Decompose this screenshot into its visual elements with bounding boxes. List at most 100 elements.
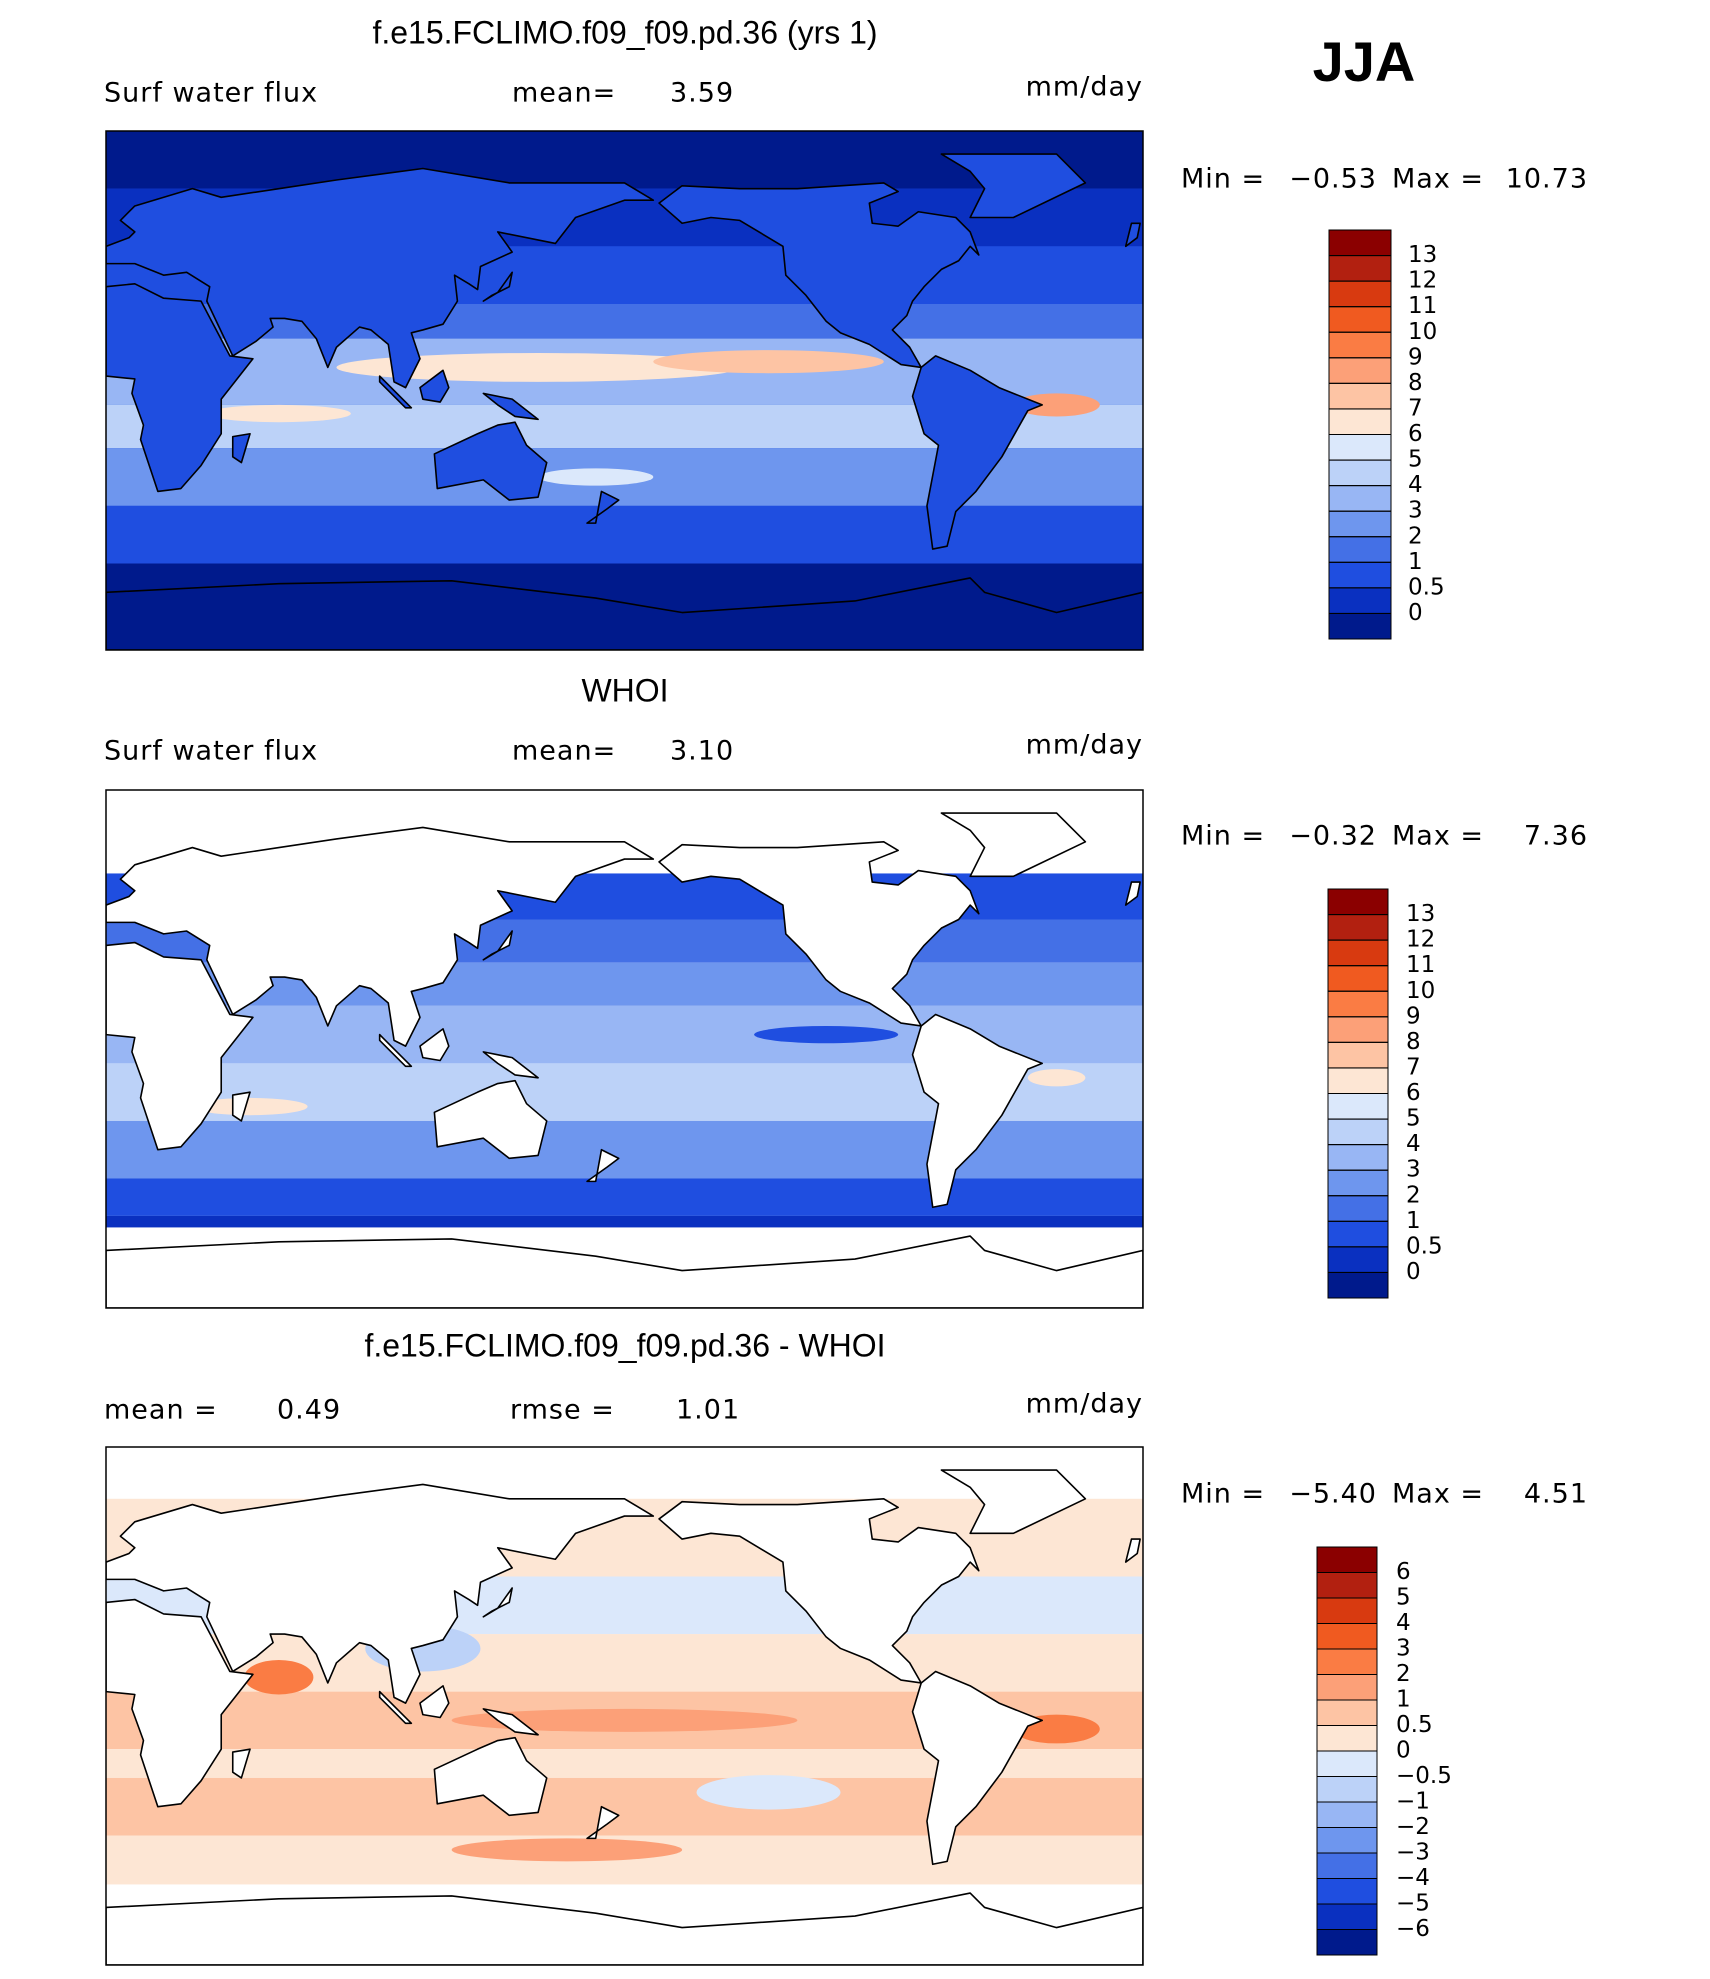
colorbar-box [1327,1144,1389,1171]
land [106,1483,655,1704]
colorbar-box [1316,1546,1378,1573]
min-label: Min = [1181,164,1265,195]
colorbar-box [1328,280,1392,308]
colorbar-box [1327,1246,1389,1273]
land [1124,1538,1141,1563]
colorbar-label: −6 [1396,1916,1430,1942]
colorbar-box [1327,965,1389,992]
colorbar-box [1328,331,1392,359]
land [378,1033,413,1068]
colorbar-label: 0.5 [1406,1233,1443,1259]
colorbar-label: 12 [1406,927,1435,953]
land [106,1235,1143,1308]
colorbar-label: 7 [1408,395,1423,421]
stat-label: Surf water flux [104,736,318,767]
colorbar-box [1328,382,1392,410]
land [106,283,254,493]
colorbar-label: −2 [1396,1814,1430,1840]
land [482,1051,539,1079]
colorbar-box [1328,459,1392,487]
colorbar-label: 2 [1406,1182,1421,1208]
colorbar-box [1327,914,1389,941]
land [586,1805,620,1840]
colorbar-box [1328,408,1392,435]
map-frame [105,1446,1144,1966]
min-label: Min = [1181,1479,1265,1510]
colorbar-label: 2 [1396,1661,1411,1687]
colorbar-box [1328,255,1392,282]
colorbar-box [1327,1016,1389,1043]
colorbar-box [1327,888,1389,916]
land [1124,881,1141,906]
land [658,182,980,369]
colorbar-box [1328,357,1392,384]
land [940,1469,1087,1535]
colorbar-label: 2 [1408,523,1423,549]
land [940,812,1087,878]
colorbar-label: 5 [1396,1585,1411,1611]
colorbar-label: 0 [1406,1259,1421,1285]
colorbar-label: 4 [1408,472,1423,498]
colorbar-label: −4 [1396,1865,1430,1891]
colorbar-box [1328,306,1392,333]
map [106,131,1143,650]
colorbar-box [1327,1041,1389,1069]
land [106,1598,254,1808]
land [231,1748,251,1779]
min-value: −0.32 [1289,821,1377,852]
colorbar-box [1328,561,1392,589]
units: mm/day [1026,730,1143,761]
colorbar-box [1327,939,1389,967]
land [911,1670,1043,1866]
field-blob [451,1708,798,1732]
colorbar-label: 4 [1396,1610,1411,1636]
units: mm/day [1026,1389,1143,1420]
field-blob [696,1775,841,1810]
colorbar-box [1316,1648,1378,1675]
panel-title: f.e15.FCLIMO.f09_f09.pd.36 (yrs 1) [372,14,877,50]
colorbar-label: −0.5 [1396,1763,1452,1789]
stat-value: 3.59 [670,78,734,109]
stat-value: 1.01 [676,1395,740,1426]
colorbar-box [1328,510,1392,538]
colorbar-label: 1 [1408,549,1423,575]
stat-label: mean= [512,736,616,767]
land [1124,222,1141,248]
land [911,355,1043,550]
colorbar-box [1327,1220,1389,1248]
colorbar-label: 6 [1408,421,1423,447]
colorbar-box [1328,587,1392,614]
land [433,1079,548,1160]
land [433,1736,548,1817]
land [482,271,513,302]
field-band [106,1178,1143,1216]
colorbar-label: 0.5 [1408,574,1445,600]
stat-value: 3.10 [670,736,734,767]
colorbar-box [1328,485,1392,512]
colorbar-label: 0.5 [1396,1712,1433,1738]
colorbar-box [1327,1093,1389,1120]
colorbar-label: 0 [1408,600,1423,626]
field-blob [754,1025,899,1044]
stat-label: rmse = [510,1395,615,1426]
map [106,1447,1143,1965]
land [378,1690,413,1725]
colorbar-box [1327,990,1389,1018]
colorbar-label: −1 [1396,1789,1430,1815]
colorbar-box [1316,1623,1378,1650]
panel-title: WHOI [581,672,668,708]
land [106,1892,1143,1965]
colorbar-box [1316,1725,1378,1752]
field-blob [653,350,884,374]
colorbar-box [1316,1903,1378,1930]
colorbar-box [1316,1827,1378,1854]
colorbar-box [1328,536,1392,563]
land [231,432,251,464]
land [482,392,539,421]
max-value: 10.73 [1506,164,1588,195]
colorbar-label: 6 [1406,1080,1421,1106]
panel-title: f.e15.FCLIMO.f09_f09.pd.36 - WHOI [364,1327,885,1363]
colorbar-label: 9 [1408,344,1423,370]
land [940,153,1087,219]
field-blob [538,468,654,486]
